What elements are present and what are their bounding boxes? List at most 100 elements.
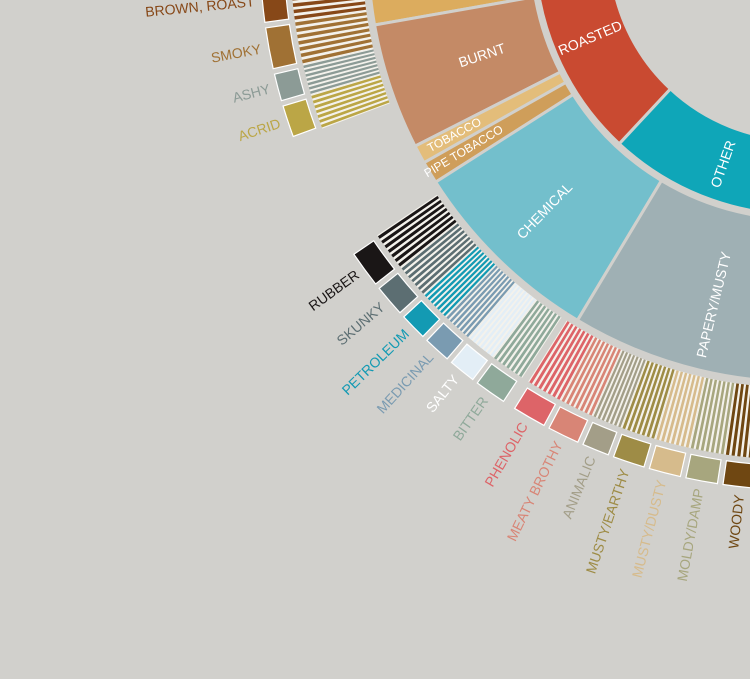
stripe-petroleum	[443, 262, 496, 317]
stripe-musty-dusty	[666, 372, 688, 443]
key-box-animalic	[582, 421, 618, 456]
outer-label-brown-roast: BROWN, ROAST	[144, 0, 255, 20]
middle-ring: CEREALBURNTTOBACCOPIPE TOBACCOCHEMICALPA…	[369, 0, 750, 381]
outer-label-moldy-damp: MOLDY/DAMP	[674, 487, 707, 582]
stripe-petroleum	[433, 254, 488, 307]
stripe-salty	[476, 288, 524, 346]
outer-label-phenolic: PHENOLIC	[481, 419, 531, 489]
stripe-moldy-damp	[705, 380, 722, 452]
stripe-acrid	[314, 83, 384, 109]
middle-segment-papery-musty	[575, 178, 750, 381]
stripe-smoky	[299, 33, 371, 51]
stripe-meaty-brothy	[561, 337, 598, 403]
key-box-skunky	[378, 272, 419, 314]
stripe-acrid	[312, 79, 383, 104]
stripe-meaty-brothy	[570, 341, 606, 407]
stripe-medicinal	[456, 273, 507, 329]
outer-label-smoky: SMOKY	[210, 41, 263, 66]
stripe-ashy	[308, 67, 379, 90]
stripe-smoky	[300, 39, 372, 58]
stripe-medicinal	[466, 281, 515, 338]
stripe-moldy-damp	[715, 381, 730, 454]
stripe-salty	[469, 283, 518, 341]
outer-label-skunky: SKUNKY	[333, 298, 388, 348]
stripe-animalic	[613, 357, 643, 426]
stripe-animalic	[593, 350, 625, 418]
stripe-musty-dusty	[670, 373, 692, 445]
stripe-rubber	[391, 211, 451, 258]
outer-label-animalic: ANIMALIC	[559, 454, 599, 521]
stripe-bitter	[518, 315, 561, 378]
stripe-animalic	[605, 354, 636, 423]
stripe-ashy	[304, 53, 375, 73]
key-box-meaty-brothy	[548, 406, 589, 443]
stripe-rubber	[394, 215, 454, 262]
key-box-petroleum	[402, 299, 441, 338]
stripe-phenolic	[533, 323, 574, 387]
outer-label-ashy: ASHY	[231, 80, 273, 105]
stripe-moldy-damp	[720, 382, 735, 455]
stripe-phenolic	[529, 321, 570, 384]
stripe-musty-earthy	[646, 367, 671, 438]
stripe-phenolic	[542, 328, 582, 392]
stripe-meaty-brothy	[566, 339, 602, 405]
stripe-petroleum	[427, 249, 482, 301]
stripe-smoky	[297, 22, 369, 39]
stripe-phenolic	[547, 330, 586, 395]
outer-label-rubber: RUBBER	[306, 267, 363, 314]
stripe-brown-roast	[294, 6, 367, 20]
key-box-brown-roast	[261, 0, 290, 24]
stripe-bitter	[510, 310, 554, 372]
stripe-rubber	[387, 207, 448, 253]
stripe-rubber	[398, 219, 457, 267]
stripe-meaty-brothy	[584, 346, 617, 414]
stripe-acrid	[317, 91, 387, 118]
stripe-petroleum	[440, 260, 493, 314]
stripe-musty-earthy	[636, 364, 663, 435]
stripe-rubber	[377, 195, 440, 239]
stripe-salty	[490, 298, 536, 357]
stripe-phenolic	[556, 335, 594, 400]
inner-segment-roasted	[538, 0, 673, 146]
outer-label-bitter: BITTER	[450, 394, 492, 444]
stripe-musty-dusty	[656, 370, 679, 441]
stripe-woody	[737, 384, 749, 457]
stripe-skunky	[404, 226, 463, 275]
stripe-meaty-brothy	[588, 348, 621, 416]
stripe-skunky	[417, 240, 474, 290]
key-box-woody	[722, 460, 750, 489]
stripe-bitter	[493, 300, 540, 360]
stripe-ashy	[307, 64, 378, 86]
stripe-rubber	[384, 203, 445, 249]
outer-segment-smoky: SMOKY	[210, 10, 374, 70]
stripe-skunky	[414, 236, 471, 287]
stripe-medicinal	[446, 265, 498, 320]
key-box-smoky	[264, 23, 298, 70]
stripe-musty-earthy	[632, 363, 659, 433]
stripe-skunky	[407, 230, 465, 279]
key-box-rubber	[353, 239, 396, 285]
stripe-salty	[479, 290, 527, 349]
outer-segment-ashy: ASHY	[231, 48, 381, 106]
stripe-skunky	[401, 223, 460, 271]
stripe-acrid	[320, 100, 390, 128]
stripe-bitter	[514, 313, 557, 375]
stripe-phenolic	[552, 332, 590, 398]
outer-label-woody: WOODY	[725, 493, 747, 550]
stripe-musty-dusty	[680, 375, 701, 447]
key-box-moldy-damp	[685, 453, 722, 485]
stripe-acrid	[315, 87, 386, 114]
stripe-petroleum	[430, 252, 485, 304]
stripe-musty-earthy	[641, 366, 667, 436]
stripe-ashy	[303, 49, 374, 69]
stripe-animalic	[601, 353, 632, 421]
stripe-smoky	[301, 44, 373, 64]
stripe-woody	[742, 393, 750, 458]
stripe-musty-earthy	[622, 360, 650, 430]
stripe-smoky	[296, 17, 368, 33]
stripe-bitter	[498, 302, 543, 363]
stripe-woody	[725, 383, 740, 456]
stripe-musty-earthy	[651, 368, 675, 439]
stripe-smoky	[298, 28, 370, 45]
stripe-moldy-damp	[700, 379, 718, 451]
